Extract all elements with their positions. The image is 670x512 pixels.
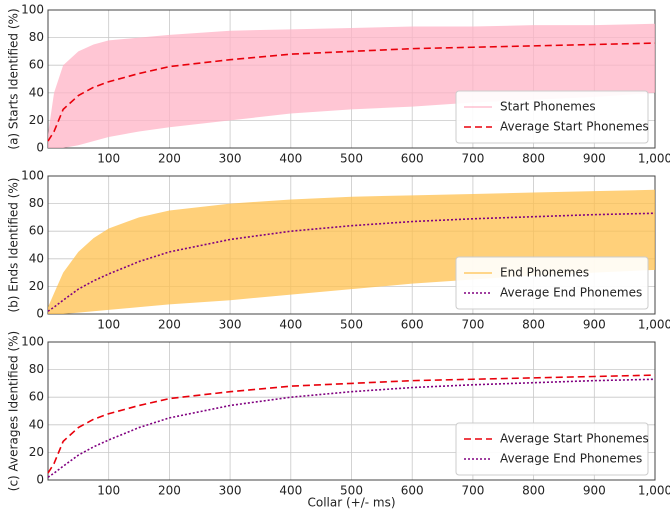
- y-tick-label: 100: [21, 169, 44, 183]
- x-tick-label: 1,000: [638, 318, 670, 332]
- range-band: [48, 23, 655, 148]
- average-line: [47, 42, 656, 142]
- x-tick-label: 800: [522, 318, 545, 332]
- x-tick-label: 1,000: [638, 484, 670, 498]
- x-tick-label: 900: [583, 484, 606, 498]
- y-tick-label: 20: [29, 279, 44, 293]
- x-tick-label: 500: [340, 318, 363, 332]
- x-tick-label: 500: [340, 484, 363, 498]
- x-tick-label: 100: [97, 152, 120, 166]
- y-tick-label: 80: [29, 30, 44, 44]
- legend-box: [455, 422, 649, 476]
- y-axis-label: (a) Starts Identified (%): [7, 8, 21, 149]
- average-line: [47, 374, 656, 474]
- x-tick-label: 400: [279, 484, 302, 498]
- legend-box: [455, 90, 649, 144]
- legend-label: Average End Phonemes: [500, 286, 642, 300]
- x-axis-label: Collar (+/- ms): [307, 496, 395, 510]
- y-tick-label: 100: [21, 335, 44, 349]
- plot-frame: [47, 341, 656, 481]
- x-tick-label: 900: [583, 152, 606, 166]
- x-tick-label: 300: [219, 152, 242, 166]
- y-tick-label: 20: [29, 113, 44, 127]
- y-tick-label: 80: [29, 196, 44, 210]
- y-tick-label: 0: [36, 141, 44, 155]
- y-tick-label: 60: [29, 390, 44, 404]
- x-tick-label: 200: [158, 484, 181, 498]
- x-tick-label: 800: [522, 484, 545, 498]
- legend-label: Average Start Phonemes: [500, 432, 649, 446]
- y-tick-label: 40: [29, 85, 44, 99]
- legend-label: Average End Phonemes: [500, 452, 642, 466]
- y-tick-label: 100: [21, 3, 44, 17]
- x-tick-label: 600: [401, 484, 424, 498]
- x-tick-label: 100: [97, 484, 120, 498]
- legend-box: [455, 256, 649, 310]
- x-tick-label: 1,000: [638, 152, 670, 166]
- x-tick-label: 900: [583, 318, 606, 332]
- y-tick-label: 20: [29, 445, 44, 459]
- legend-label: End Phonemes: [500, 266, 589, 280]
- x-tick-label: 700: [461, 152, 484, 166]
- x-tick-label: 700: [461, 484, 484, 498]
- legend-label: Start Phonemes: [500, 100, 596, 114]
- y-tick-label: 60: [29, 58, 44, 72]
- average-line: [47, 212, 656, 312]
- average-line: [47, 378, 656, 478]
- x-tick-label: 300: [219, 318, 242, 332]
- y-tick-label: 60: [29, 224, 44, 238]
- x-tick-label: 600: [401, 152, 424, 166]
- x-tick-label: 600: [401, 318, 424, 332]
- legend-label: Average Start Phonemes: [500, 120, 649, 134]
- x-tick-label: 400: [279, 152, 302, 166]
- y-tick-label: 40: [29, 251, 44, 265]
- x-tick-label: 100: [97, 318, 120, 332]
- x-tick-label: 200: [158, 318, 181, 332]
- range-band: [48, 189, 655, 314]
- y-tick-label: 80: [29, 362, 44, 376]
- x-tick-label: 300: [219, 484, 242, 498]
- y-tick-label: 0: [36, 307, 44, 321]
- x-tick-label: 200: [158, 152, 181, 166]
- y-tick-label: 40: [29, 417, 44, 431]
- x-tick-label: 400: [279, 318, 302, 332]
- y-tick-label: 0: [36, 473, 44, 487]
- x-tick-label: 500: [340, 152, 363, 166]
- x-tick-label: 800: [522, 152, 545, 166]
- y-axis-label: (c) Averages Identified (%): [7, 331, 21, 491]
- x-tick-label: 700: [461, 318, 484, 332]
- y-axis-label: (b) Ends Identified (%): [7, 178, 21, 313]
